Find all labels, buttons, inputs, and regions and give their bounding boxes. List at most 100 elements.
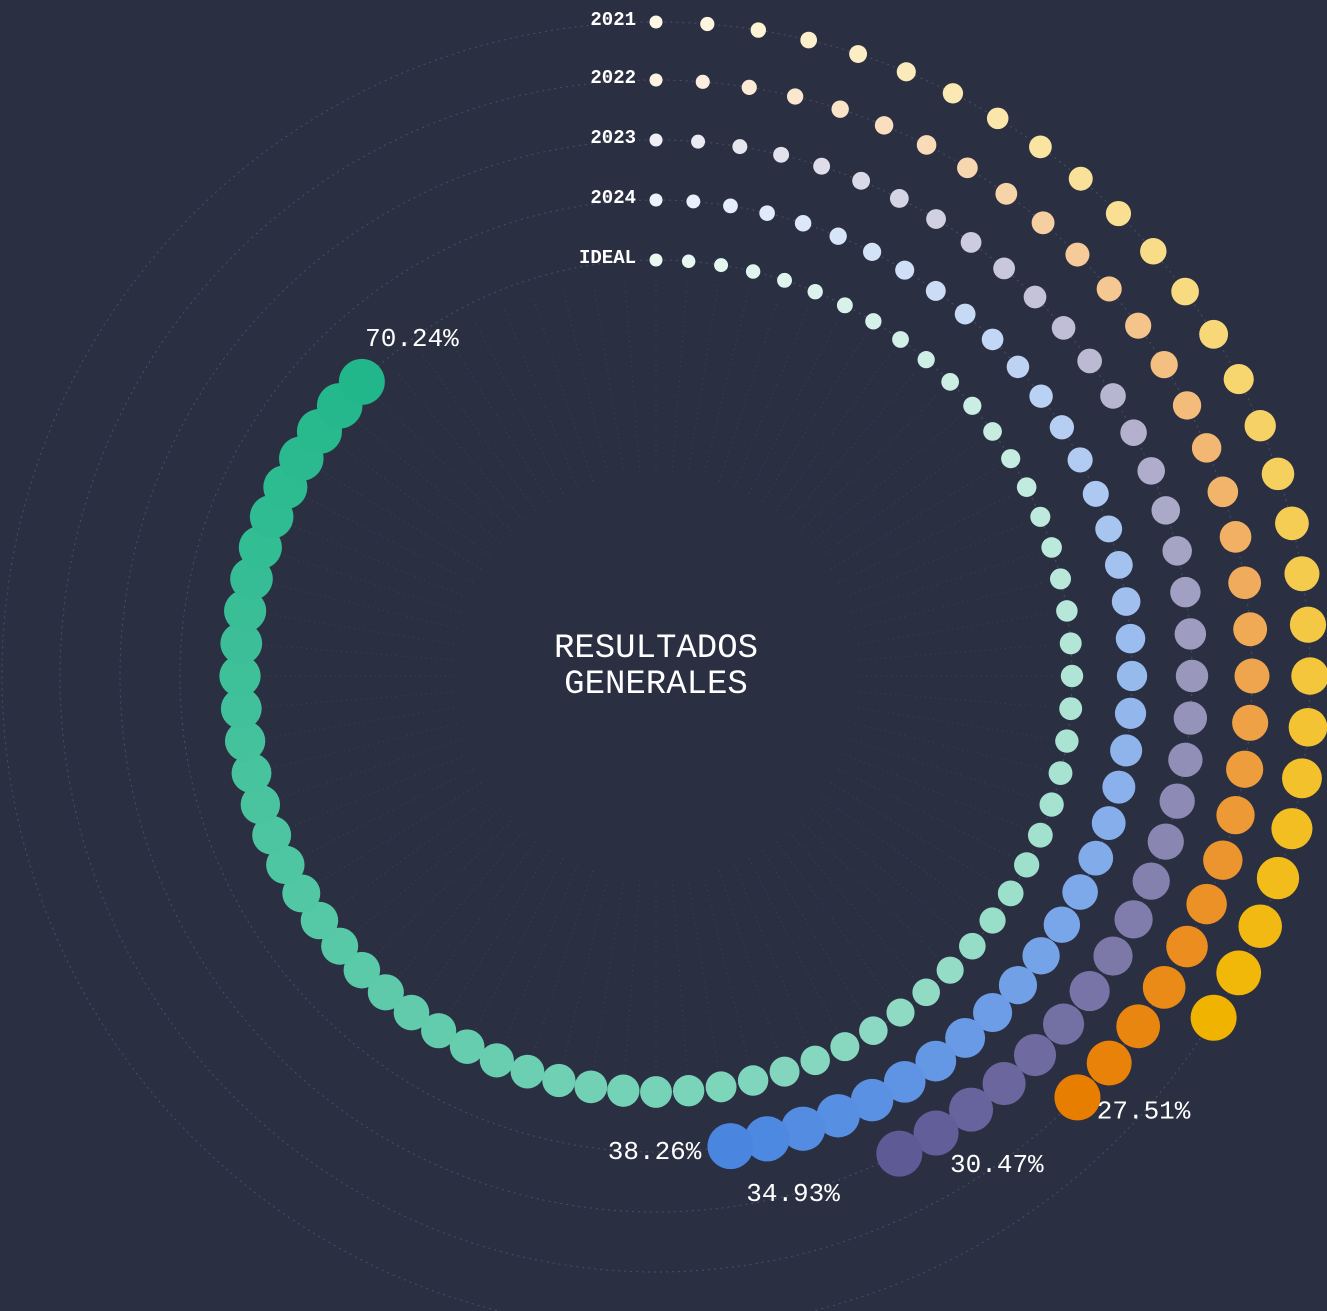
dot <box>1095 515 1123 543</box>
dot <box>224 720 266 762</box>
guide-ray <box>776 841 892 1000</box>
dot <box>1014 852 1040 878</box>
guide-ray <box>821 440 980 556</box>
dot <box>224 589 267 633</box>
dot <box>852 171 871 190</box>
dot <box>998 966 1038 1005</box>
guide-ray <box>855 723 1046 770</box>
dot <box>896 62 916 82</box>
guide-ray <box>687 878 720 1072</box>
dot <box>1289 606 1327 643</box>
dot <box>282 874 321 913</box>
dot <box>1203 840 1243 880</box>
dot <box>1055 729 1079 753</box>
dot <box>1140 238 1167 265</box>
dot <box>759 205 775 221</box>
guide-ray <box>531 870 594 1057</box>
guide-ray <box>351 808 501 937</box>
dot <box>707 1123 754 1170</box>
dot <box>1175 659 1209 693</box>
dot <box>338 358 385 405</box>
guide-ray <box>703 875 750 1066</box>
dot <box>649 253 663 267</box>
dot <box>1282 758 1322 799</box>
guide-ray <box>845 522 1026 599</box>
dot <box>949 1087 994 1132</box>
dot <box>1016 477 1037 497</box>
value-label: 27.51% <box>1097 1097 1191 1127</box>
dot <box>1043 906 1081 943</box>
dot <box>1234 658 1270 694</box>
guide-ray <box>420 352 536 511</box>
guide-ray <box>830 466 998 570</box>
dot <box>1049 415 1075 440</box>
dot <box>1166 925 1208 968</box>
dot <box>1191 433 1222 463</box>
dot <box>981 328 1004 351</box>
dot <box>993 257 1015 280</box>
dot <box>574 1070 608 1104</box>
dot <box>1219 521 1252 553</box>
guide-ray <box>703 286 750 477</box>
guide-ray <box>687 280 720 474</box>
dot <box>220 688 262 730</box>
guide-ray <box>733 306 810 487</box>
dot <box>1078 840 1114 876</box>
guide-ray <box>395 371 524 521</box>
dot <box>737 1065 769 1096</box>
dot <box>1132 862 1170 900</box>
legend-label: 2021 <box>590 9 636 31</box>
dot <box>1174 618 1207 650</box>
guide-ray <box>314 782 482 886</box>
guide-ray <box>332 440 491 556</box>
dot <box>1142 966 1186 1009</box>
series-arc <box>649 15 1327 1041</box>
dot <box>794 215 812 232</box>
value-label: 34.93% <box>746 1179 840 1209</box>
guide-ray <box>748 858 839 1033</box>
dot <box>892 331 909 348</box>
dot <box>649 73 663 87</box>
guide-ray <box>502 306 579 487</box>
dot <box>895 260 915 280</box>
guide-ray <box>332 796 491 912</box>
dot <box>1110 734 1143 767</box>
dot <box>960 231 982 253</box>
guide-ray <box>502 865 579 1046</box>
dot <box>744 1116 790 1162</box>
dot <box>1226 750 1264 788</box>
guide-ray <box>260 612 454 645</box>
dot <box>640 1076 672 1108</box>
guide-ray <box>811 415 961 544</box>
dot <box>1091 806 1126 841</box>
guide-ray <box>850 551 1037 614</box>
dot <box>1233 612 1268 647</box>
dot <box>714 258 729 273</box>
guide-ray <box>858 707 1052 740</box>
dot <box>1093 936 1133 976</box>
dot <box>800 31 818 49</box>
dot <box>1190 994 1237 1041</box>
dot <box>1120 419 1147 446</box>
dot <box>1271 808 1313 850</box>
dot <box>1049 568 1072 590</box>
dot <box>1170 576 1201 608</box>
dot <box>1284 556 1320 592</box>
dot <box>649 193 663 207</box>
dot <box>1062 874 1098 910</box>
guide-ray <box>372 820 512 960</box>
dot <box>1069 970 1110 1012</box>
guide-ray <box>838 493 1013 584</box>
dot <box>686 194 701 209</box>
dot <box>1059 632 1082 655</box>
guide-ray <box>351 415 501 544</box>
dot <box>1216 795 1255 835</box>
dot <box>1291 657 1327 695</box>
dot <box>1023 285 1047 309</box>
guide-ray <box>671 277 688 472</box>
dot <box>995 182 1018 205</box>
dot <box>421 1013 457 1049</box>
guide-ray <box>286 753 467 830</box>
dot <box>1022 937 1060 975</box>
